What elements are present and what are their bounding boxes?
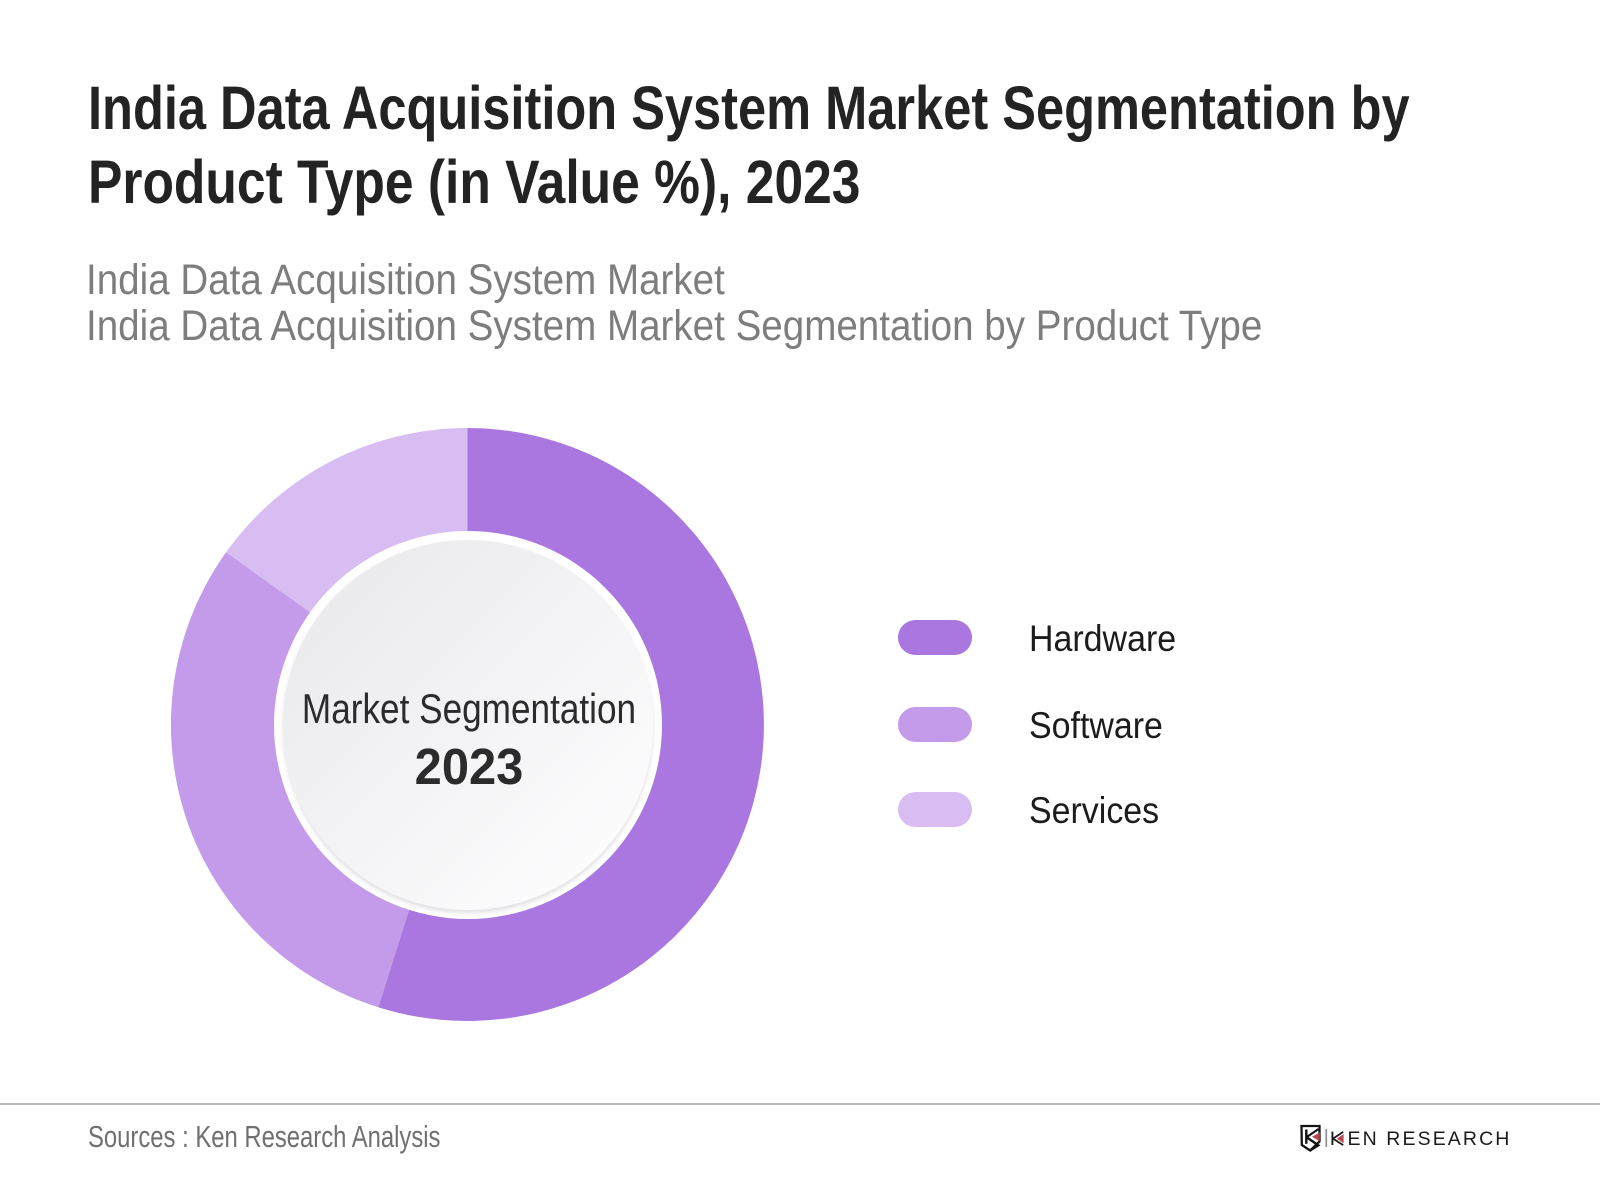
svg-text:EN RESEARCH: EN RESEARCH (1348, 1128, 1512, 1150)
